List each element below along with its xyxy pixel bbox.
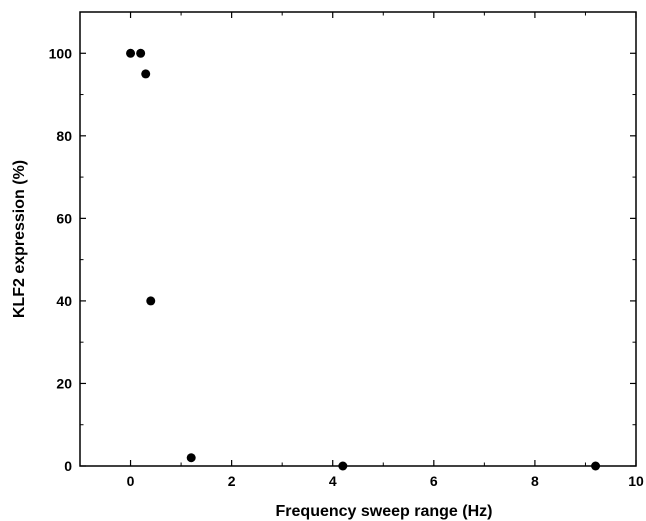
x-axis-title: Frequency sweep range (Hz) — [276, 503, 493, 520]
data-point — [141, 69, 151, 79]
plot-frame — [79, 11, 637, 467]
x-tick-label: 8 — [531, 473, 539, 489]
x-tick-label: 6 — [430, 473, 438, 489]
x-tick-label: 4 — [329, 473, 337, 489]
axis-ticks — [80, 12, 637, 467]
data-point — [136, 48, 146, 58]
data-point — [338, 461, 348, 471]
y-axis-title: KLF2 expression (%) — [11, 160, 28, 318]
y-tick-label: 20 — [56, 375, 72, 391]
data-point — [186, 453, 196, 463]
y-tick-label: 0 — [64, 458, 72, 474]
data-point — [591, 461, 601, 471]
data-point — [146, 296, 156, 306]
data-points — [126, 48, 601, 471]
x-tick-label: 0 — [127, 473, 135, 489]
y-tick-label: 60 — [56, 210, 72, 226]
data-point — [126, 48, 136, 58]
y-tick-label: 40 — [56, 293, 72, 309]
y-tick-label: 100 — [49, 45, 73, 61]
y-tick-label: 80 — [56, 128, 72, 144]
x-tick-label: 10 — [628, 473, 644, 489]
x-tick-label: 2 — [228, 473, 236, 489]
